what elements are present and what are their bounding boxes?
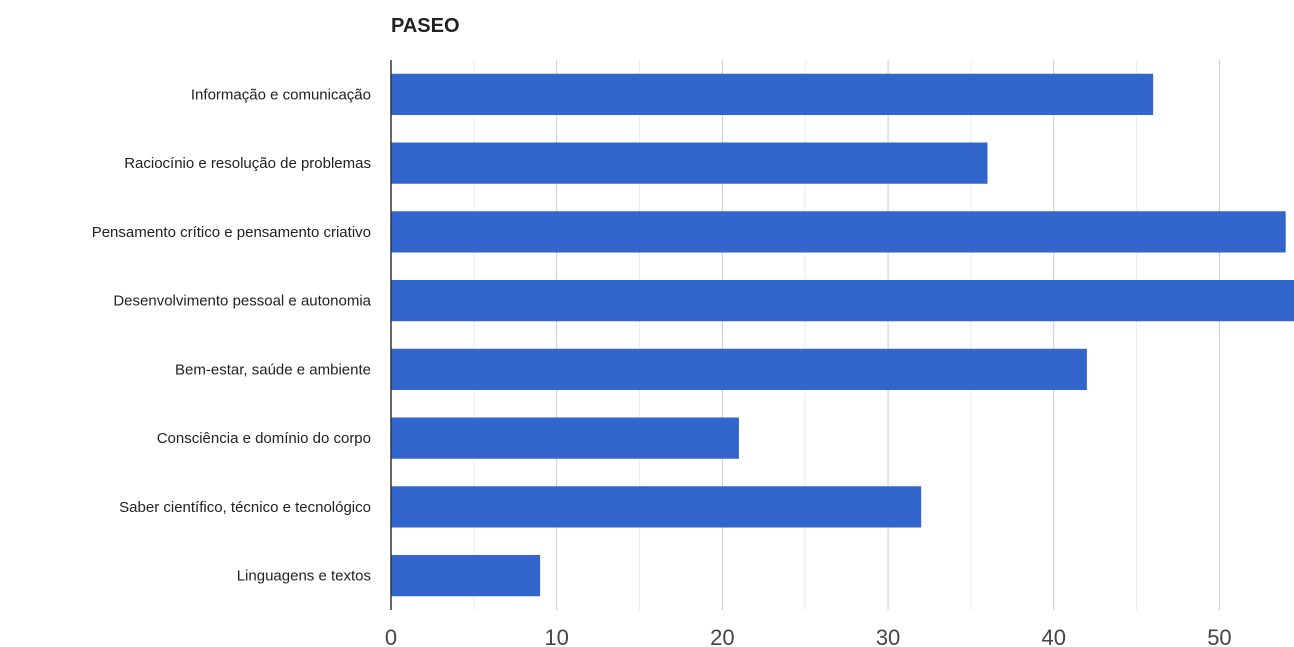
category-label: Desenvolvimento pessoal e autonomia — [113, 293, 371, 310]
x-tick-label: 30 — [876, 625, 900, 647]
bar — [391, 417, 739, 459]
bar — [391, 211, 1286, 253]
bar — [391, 555, 541, 597]
bar — [391, 280, 1294, 322]
x-tick-label: 0 — [385, 625, 397, 647]
category-label: Bem-estar, saúde e ambiente — [175, 361, 371, 378]
x-tick-label: 20 — [710, 625, 734, 647]
bar — [391, 142, 988, 184]
chart-title: PASEO — [391, 15, 460, 37]
category-label: Consciência e domínio do corpo — [157, 430, 371, 447]
category-label: Linguagens e textos — [237, 568, 371, 585]
category-label: Saber científico, técnico e tecnológico — [119, 499, 371, 516]
bar — [391, 348, 1087, 390]
x-tick-labels: 0 10 20 30 40 50 — [385, 625, 1232, 647]
category-label: Informação e comunicação — [191, 86, 371, 103]
bars — [391, 73, 1294, 597]
category-labels: Informação e comunicação Raciocínio e res… — [92, 86, 372, 584]
category-label: Pensamento crítico e pensamento criativo — [92, 224, 371, 241]
bar — [391, 486, 922, 528]
x-tick-label: 40 — [1042, 625, 1066, 647]
x-tick-label: 10 — [544, 625, 568, 647]
bar — [391, 73, 1154, 115]
category-label: Raciocínio e resolução de problemas — [124, 155, 371, 172]
x-tick-label: 50 — [1207, 625, 1231, 647]
